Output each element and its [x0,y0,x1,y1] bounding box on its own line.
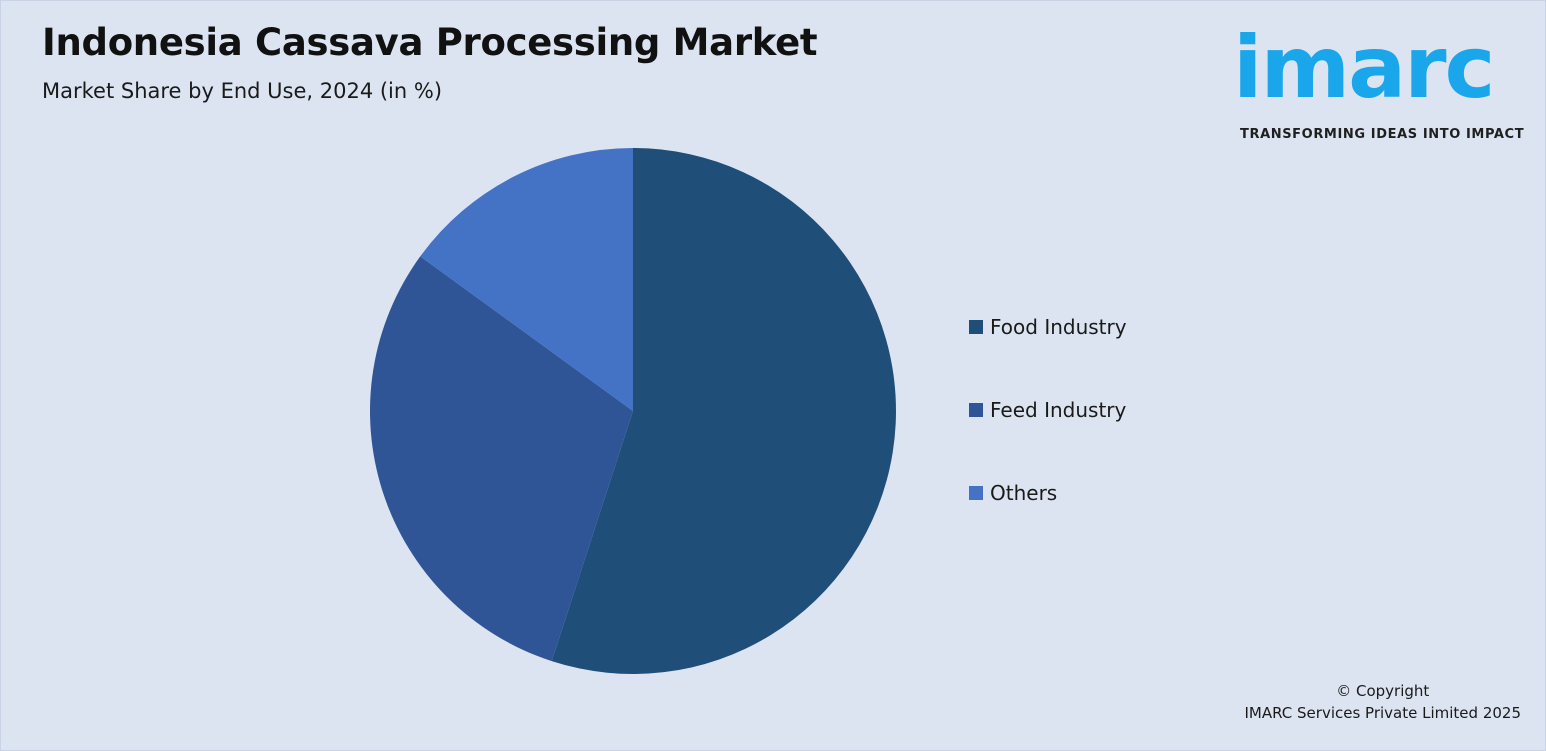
legend-swatch-feed-industry [969,403,983,417]
copyright-line-2: IMARC Services Private Limited 2025 [1244,704,1521,722]
logo-wordmark: imarc [1233,18,1496,118]
legend-item-food-industry: Food Industry [969,312,1127,342]
legend-item-feed-industry: Feed Industry [969,395,1127,425]
legend-swatch-food-industry [969,320,983,334]
pie-slice-others [420,148,633,411]
chart-subtitle: Market Share by End Use, 2024 (in %) [42,79,443,103]
pie-slice-food-industry [551,148,896,674]
copyright-notice: © Copyright IMARC Services Private Limit… [1244,680,1521,724]
legend-label-food-industry: Food Industry [990,315,1127,339]
legend-item-others: Others [969,478,1127,508]
chart-title: Indonesia Cassava Processing Market [42,21,818,64]
imarc-logo: imarc TRANSFORMING IDEAS INTO IMPACT [1233,15,1533,145]
chart-legend: Food Industry Feed Industry Others [969,312,1127,561]
pie-chart [369,148,896,674]
legend-label-feed-industry: Feed Industry [990,398,1127,422]
legend-swatch-others [969,486,983,500]
pie-slice-feed-industry [369,256,633,662]
logo-tagline: TRANSFORMING IDEAS INTO IMPACT [1240,127,1525,142]
copyright-line-1: © Copyright [1336,682,1430,700]
legend-label-others: Others [990,481,1058,505]
